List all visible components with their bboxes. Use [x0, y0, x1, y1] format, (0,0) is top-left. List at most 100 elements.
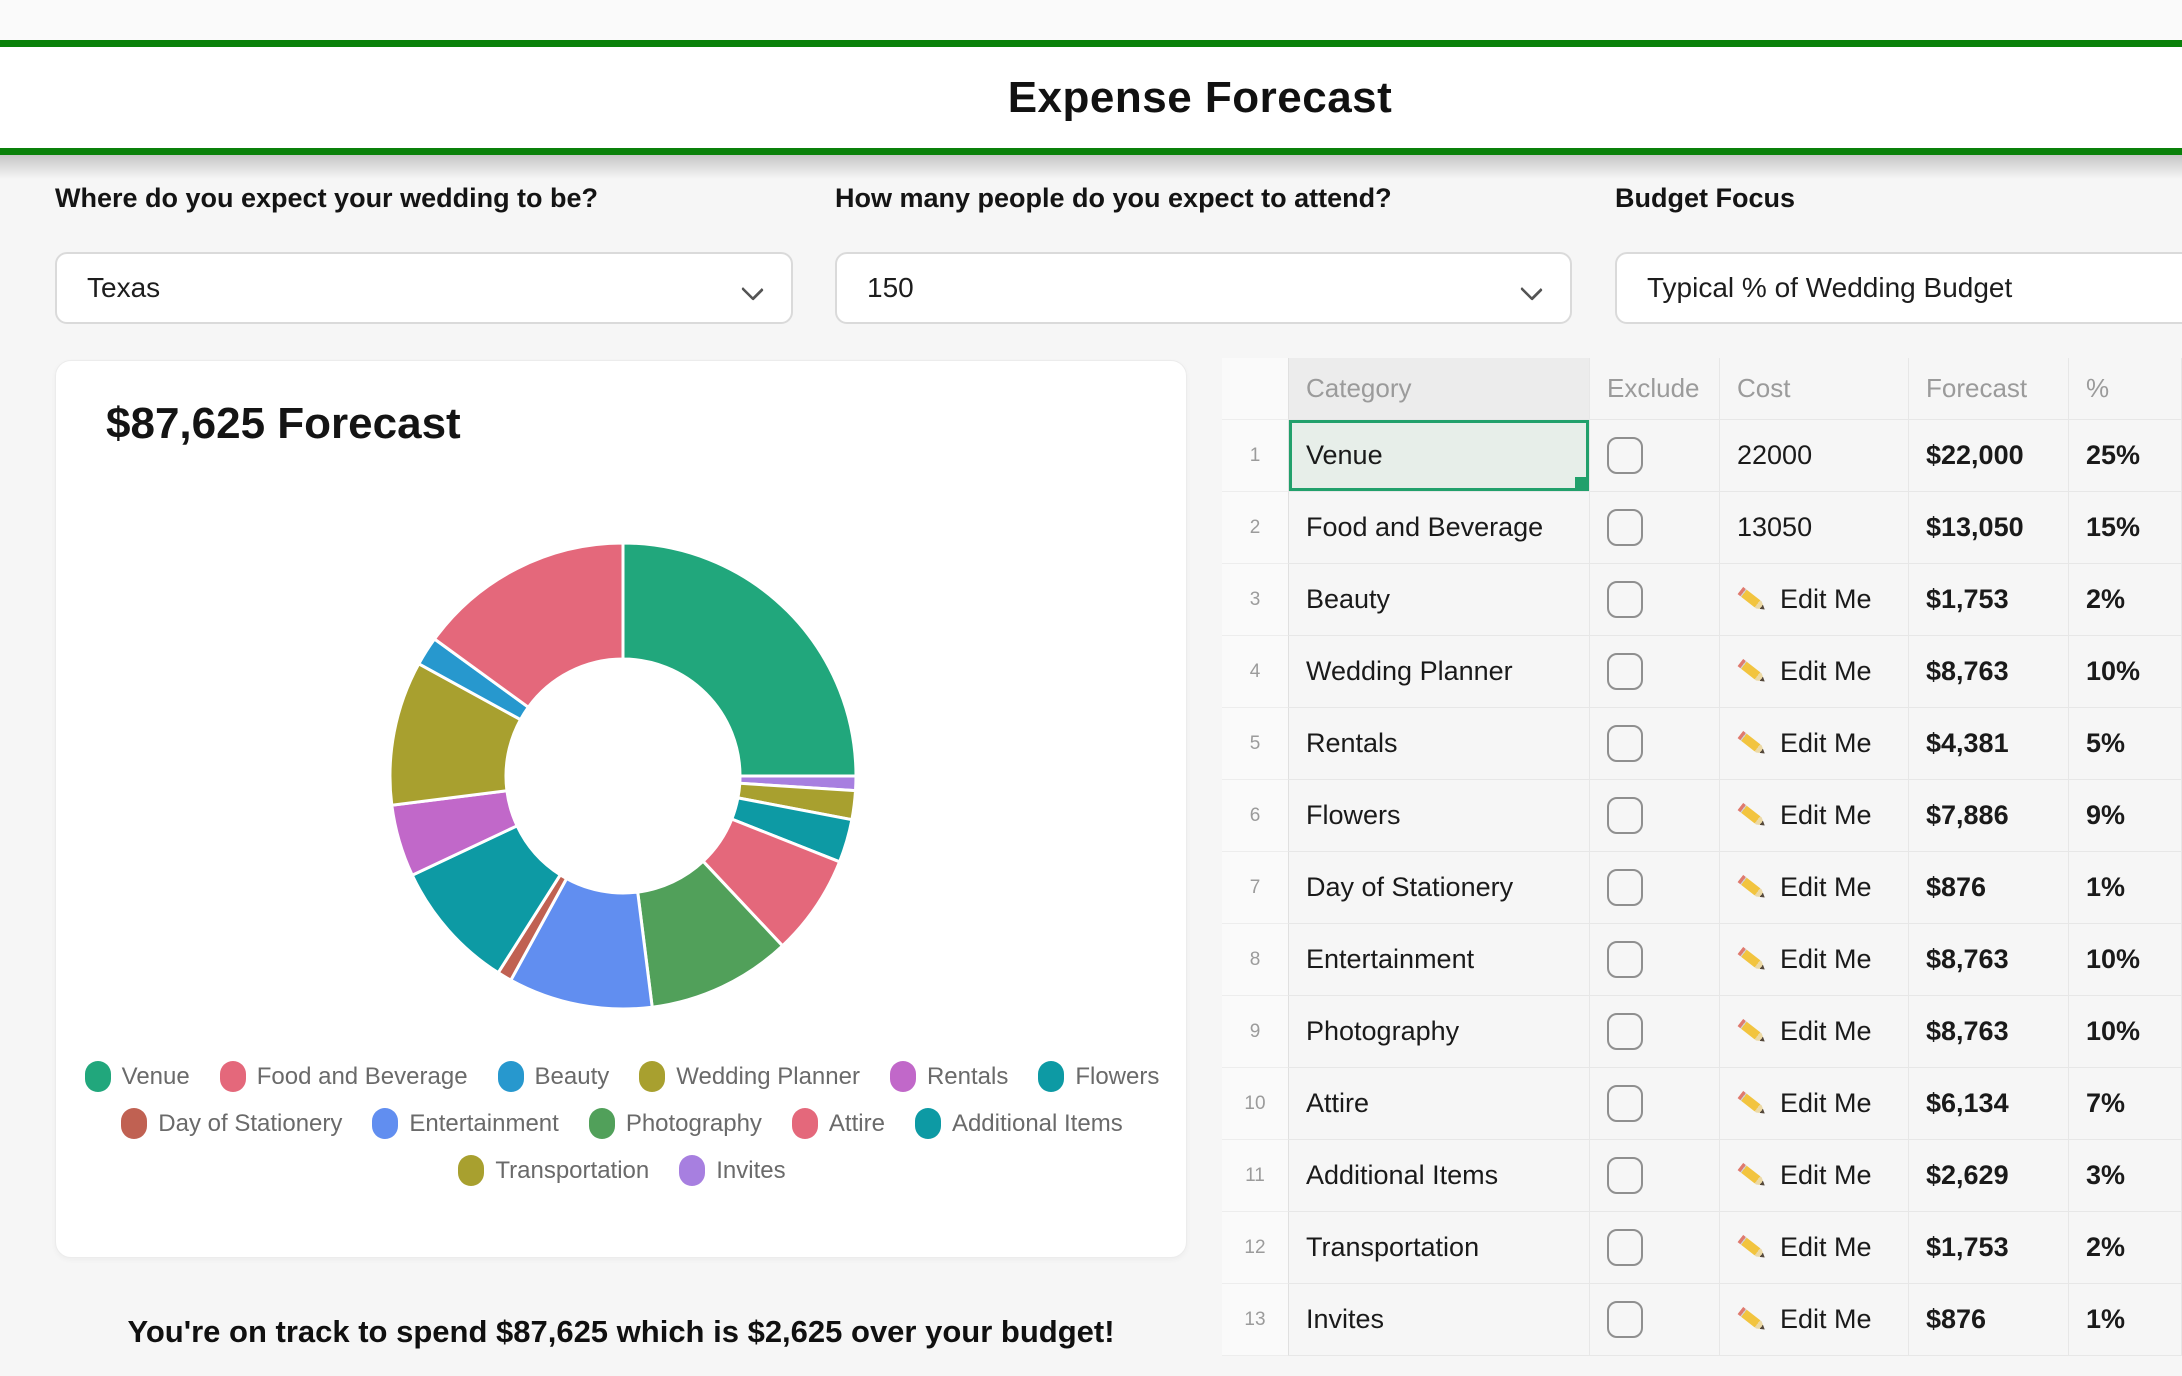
column-header-exclude[interactable]: Exclude: [1590, 358, 1720, 420]
cost-cell[interactable]: Edit Me: [1720, 996, 1909, 1068]
forecast-cell[interactable]: $1,753: [1909, 564, 2069, 636]
cost-cell[interactable]: Edit Me: [1720, 1212, 1909, 1284]
column-header-cost[interactable]: Cost: [1720, 358, 1909, 420]
percent-cell[interactable]: 2%: [2069, 1212, 2182, 1284]
exclude-checkbox[interactable]: [1607, 869, 1643, 906]
row-number[interactable]: 7: [1222, 852, 1289, 924]
cost-cell[interactable]: Edit Me: [1720, 708, 1909, 780]
legend-item-invites[interactable]: Invites: [679, 1155, 786, 1186]
guest-count-select[interactable]: 150: [835, 252, 1572, 324]
percent-cell[interactable]: 9%: [2069, 780, 2182, 852]
exclude-cell[interactable]: [1590, 996, 1720, 1068]
legend-item-transportation[interactable]: Transportation: [458, 1155, 649, 1186]
row-number[interactable]: 12: [1222, 1212, 1289, 1284]
exclude-checkbox[interactable]: [1607, 797, 1643, 834]
exclude-checkbox[interactable]: [1607, 1229, 1643, 1266]
cost-cell[interactable]: Edit Me: [1720, 564, 1909, 636]
cost-cell[interactable]: Edit Me: [1720, 1140, 1909, 1212]
row-number[interactable]: 2: [1222, 492, 1289, 564]
exclude-cell[interactable]: [1590, 780, 1720, 852]
forecast-cell[interactable]: $13,050: [1909, 492, 2069, 564]
percent-cell[interactable]: 1%: [2069, 1284, 2182, 1356]
percent-cell[interactable]: 7%: [2069, 1068, 2182, 1140]
forecast-cell[interactable]: $8,763: [1909, 924, 2069, 996]
exclude-cell[interactable]: [1590, 1068, 1720, 1140]
exclude-checkbox[interactable]: [1607, 725, 1643, 762]
category-cell-day-of-stationery[interactable]: Day of Stationery: [1289, 852, 1590, 924]
legend-item-additional-items[interactable]: Additional Items: [914, 1108, 1123, 1139]
forecast-cell[interactable]: $8,763: [1909, 636, 2069, 708]
row-number[interactable]: 11: [1222, 1140, 1289, 1212]
donut-svg[interactable]: [383, 536, 863, 1016]
exclude-checkbox[interactable]: [1607, 581, 1643, 618]
category-cell-photography[interactable]: Photography: [1289, 996, 1590, 1068]
exclude-checkbox[interactable]: [1607, 941, 1643, 978]
exclude-checkbox[interactable]: [1607, 509, 1643, 546]
exclude-checkbox[interactable]: [1607, 1301, 1643, 1338]
category-cell-additional-items[interactable]: Additional Items: [1289, 1140, 1590, 1212]
category-cell-attire[interactable]: Attire: [1289, 1068, 1590, 1140]
exclude-cell[interactable]: [1590, 636, 1720, 708]
percent-cell[interactable]: 3%: [2069, 1140, 2182, 1212]
selection-fill-handle[interactable]: [1575, 477, 1589, 491]
exclude-cell[interactable]: [1590, 492, 1720, 564]
exclude-checkbox[interactable]: [1607, 437, 1643, 474]
exclude-checkbox[interactable]: [1607, 1157, 1643, 1194]
exclude-cell[interactable]: [1590, 1284, 1720, 1356]
forecast-cell[interactable]: $2,629: [1909, 1140, 2069, 1212]
category-cell-beauty[interactable]: Beauty: [1289, 564, 1590, 636]
column-header-category[interactable]: Category: [1289, 358, 1590, 420]
forecast-cell[interactable]: $876: [1909, 852, 2069, 924]
column-header-forecast[interactable]: Forecast: [1909, 358, 2069, 420]
percent-cell[interactable]: 10%: [2069, 996, 2182, 1068]
category-cell-invites[interactable]: Invites: [1289, 1284, 1590, 1356]
category-cell-flowers[interactable]: Flowers: [1289, 780, 1590, 852]
forecast-cell[interactable]: $22,000: [1909, 420, 2069, 492]
exclude-cell[interactable]: [1590, 708, 1720, 780]
forecast-cell[interactable]: $876: [1909, 1284, 2069, 1356]
exclude-cell[interactable]: [1590, 420, 1720, 492]
exclude-checkbox[interactable]: [1607, 653, 1643, 690]
exclude-checkbox[interactable]: [1607, 1085, 1643, 1122]
cost-cell[interactable]: 13050: [1720, 492, 1909, 564]
row-number[interactable]: 8: [1222, 924, 1289, 996]
row-number[interactable]: 5: [1222, 708, 1289, 780]
legend-item-rentals[interactable]: Rentals: [889, 1061, 1008, 1092]
column-header-[interactable]: %: [2069, 358, 2182, 420]
forecast-cell[interactable]: $8,763: [1909, 996, 2069, 1068]
percent-cell[interactable]: 25%: [2069, 420, 2182, 492]
exclude-cell[interactable]: [1590, 1140, 1720, 1212]
donut-slice-food-and-beverage[interactable]: [432, 541, 625, 710]
cost-cell[interactable]: Edit Me: [1720, 636, 1909, 708]
row-number[interactable]: 3: [1222, 564, 1289, 636]
percent-cell[interactable]: 10%: [2069, 924, 2182, 996]
row-number[interactable]: 13: [1222, 1284, 1289, 1356]
cost-cell[interactable]: Edit Me: [1720, 852, 1909, 924]
row-number[interactable]: 4: [1222, 636, 1289, 708]
percent-cell[interactable]: 2%: [2069, 564, 2182, 636]
forecast-cell[interactable]: $4,381: [1909, 708, 2069, 780]
forecast-donut-chart[interactable]: [383, 536, 863, 1016]
legend-item-attire[interactable]: Attire: [791, 1108, 885, 1139]
exclude-cell[interactable]: [1590, 852, 1720, 924]
forecast-cell[interactable]: $1,753: [1909, 1212, 2069, 1284]
legend-item-food-and-beverage[interactable]: Food and Beverage: [219, 1061, 468, 1092]
cost-cell[interactable]: 22000: [1720, 420, 1909, 492]
row-number[interactable]: 10: [1222, 1068, 1289, 1140]
cost-cell[interactable]: Edit Me: [1720, 1284, 1909, 1356]
legend-item-flowers[interactable]: Flowers: [1038, 1061, 1159, 1092]
percent-cell[interactable]: 10%: [2069, 636, 2182, 708]
exclude-cell[interactable]: [1590, 564, 1720, 636]
wedding-location-select[interactable]: Texas: [55, 252, 793, 324]
budget-focus-select[interactable]: Typical % of Wedding Budget: [1615, 252, 2182, 324]
exclude-checkbox[interactable]: [1607, 1013, 1643, 1050]
legend-item-beauty[interactable]: Beauty: [497, 1061, 609, 1092]
category-cell-venue[interactable]: Venue: [1289, 420, 1590, 492]
row-number[interactable]: 6: [1222, 780, 1289, 852]
row-number[interactable]: 9: [1222, 996, 1289, 1068]
row-number[interactable]: 1: [1222, 420, 1289, 492]
category-cell-entertainment[interactable]: Entertainment: [1289, 924, 1590, 996]
category-cell-transportation[interactable]: Transportation: [1289, 1212, 1590, 1284]
exclude-cell[interactable]: [1590, 924, 1720, 996]
category-cell-food-and-beverage[interactable]: Food and Beverage: [1289, 492, 1590, 564]
